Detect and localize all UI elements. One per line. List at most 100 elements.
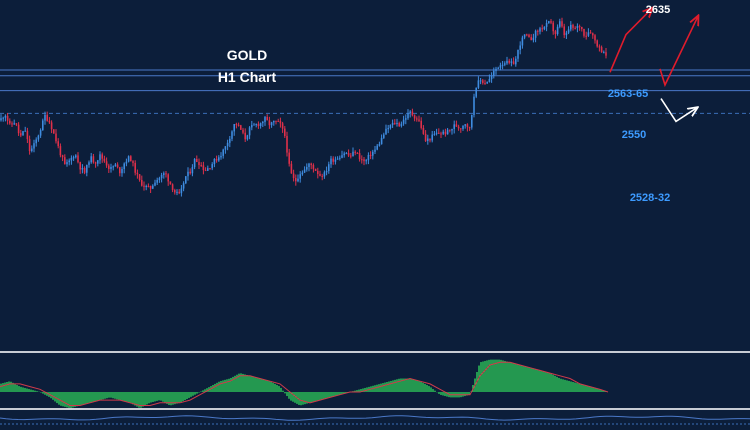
candle-body	[59, 146, 62, 156]
candle-body	[314, 168, 317, 171]
candle-body	[526, 34, 528, 36]
candle-body	[398, 122, 400, 127]
candle-body	[442, 131, 444, 134]
candle-body	[163, 173, 165, 175]
candle-body	[303, 169, 306, 173]
candle-body	[396, 122, 398, 124]
candle-body	[99, 154, 101, 161]
candle-body	[427, 138, 429, 141]
candle-body	[567, 29, 570, 33]
candle-body	[413, 115, 416, 119]
candle-body	[68, 160, 70, 163]
candle-body	[385, 128, 387, 135]
candle-body	[237, 124, 240, 126]
forecast-red-arrow-1	[609, 8, 652, 73]
candle-body	[77, 155, 79, 163]
candle-body	[589, 32, 592, 34]
candle-body	[202, 165, 205, 171]
candle-body	[189, 171, 191, 174]
candle-body	[242, 129, 244, 133]
candle-body	[440, 133, 442, 135]
candle-body	[70, 157, 73, 161]
candle-body	[323, 172, 326, 177]
forecast-red-arrow-2	[659, 16, 698, 88]
candle-body	[545, 23, 548, 27]
candle-body	[169, 181, 172, 185]
candle-body	[26, 130, 29, 140]
candle-body	[420, 120, 422, 128]
candle-body	[409, 111, 411, 114]
candle-body	[343, 153, 345, 156]
candle-body	[598, 46, 601, 48]
candle-body	[512, 61, 515, 65]
candle-body	[244, 132, 246, 140]
candle-body	[508, 60, 510, 63]
candle-body	[101, 154, 103, 159]
candle-body	[504, 63, 506, 65]
candle-body	[132, 161, 134, 163]
forecast-arrows	[609, 8, 698, 123]
candle-body	[79, 162, 81, 170]
candle-body	[105, 161, 108, 166]
candle-body	[180, 188, 183, 194]
candle-body	[198, 162, 200, 166]
candle-body	[141, 179, 143, 186]
candle-body	[453, 124, 455, 129]
candle-body	[585, 35, 587, 37]
candle-body	[374, 149, 376, 152]
candle-body	[220, 155, 222, 158]
candle-body	[158, 178, 161, 180]
candle-body	[0, 118, 2, 121]
candle-body	[466, 124, 469, 128]
candle-body	[583, 29, 585, 36]
candle-body	[341, 155, 343, 158]
candle-body	[130, 156, 132, 162]
candle-body	[488, 79, 491, 82]
candle-body	[44, 114, 46, 121]
candle-body	[149, 186, 152, 189]
candle-body	[523, 34, 526, 38]
candle-body	[347, 153, 350, 156]
candle-body	[339, 157, 341, 159]
candle-body	[222, 149, 224, 156]
candle-body	[363, 159, 365, 162]
candle-body	[405, 118, 407, 120]
candle-body	[438, 132, 440, 134]
candle-body	[160, 174, 163, 179]
candle-body	[253, 124, 255, 126]
sub-indicator-line	[0, 415, 750, 421]
candle-body	[325, 171, 328, 173]
candle-body	[312, 165, 315, 169]
candle-body	[262, 121, 264, 124]
candle-body	[290, 163, 293, 174]
candle-body	[185, 176, 187, 184]
candle-body	[559, 21, 561, 27]
candle-body	[497, 67, 499, 69]
candle-body	[178, 191, 180, 194]
candle-body	[103, 158, 106, 162]
candle-body	[246, 135, 249, 140]
candle-body	[200, 165, 202, 167]
candle-body	[288, 152, 290, 164]
candle-body	[486, 81, 488, 84]
oscillator-pane	[0, 359, 609, 408]
candle-body	[145, 186, 147, 188]
candle-body	[134, 162, 136, 173]
candle-body	[39, 130, 42, 136]
candle-body	[369, 154, 372, 156]
candle-body	[416, 118, 418, 120]
candle-body	[229, 138, 231, 143]
candle-body	[259, 123, 262, 126]
candle-body	[317, 170, 319, 174]
candle-body	[407, 113, 409, 119]
candle-body	[475, 87, 477, 97]
candle-body	[273, 120, 275, 123]
candle-body	[61, 155, 64, 158]
candle-body	[376, 145, 378, 150]
candle-body	[301, 172, 304, 175]
lower-indicator-pane	[0, 415, 750, 425]
candle-body	[543, 26, 546, 30]
candle-body	[484, 82, 486, 84]
candle-body	[152, 185, 154, 189]
candle-body	[255, 124, 257, 126]
